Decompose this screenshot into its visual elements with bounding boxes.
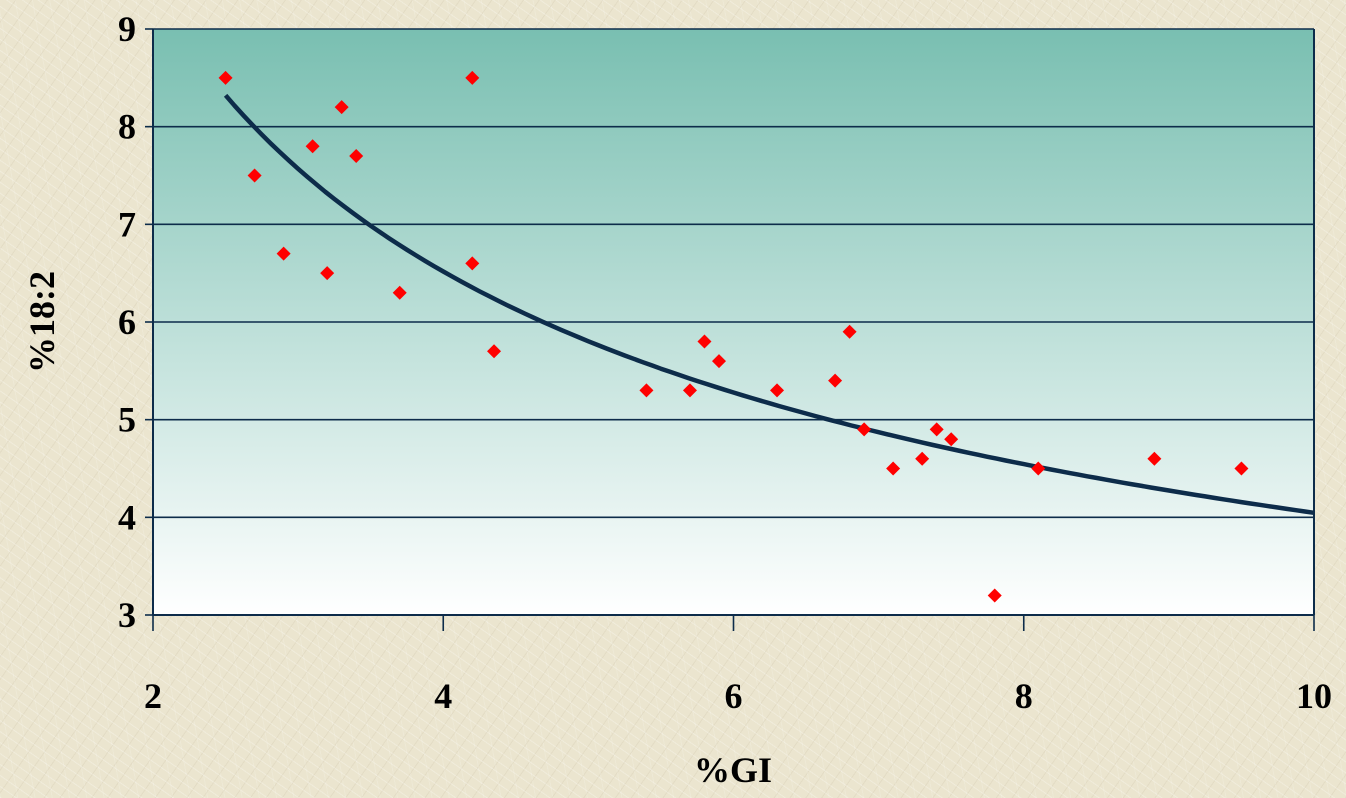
data-point [915, 451, 930, 466]
data-point [639, 383, 654, 398]
y-tick-label: 8 [118, 107, 136, 147]
data-point [857, 422, 872, 437]
y-tick-label: 5 [118, 400, 136, 440]
data-point [247, 168, 262, 183]
data-point [1234, 461, 1249, 476]
data-point [770, 383, 785, 398]
x-tick-label: 2 [144, 676, 162, 716]
data-point [682, 383, 697, 398]
data-point [828, 373, 843, 388]
data-point [929, 422, 944, 437]
data-point [487, 344, 502, 359]
y-axis-title: %18:2 [22, 271, 62, 373]
data-point [944, 432, 959, 447]
data-point [886, 461, 901, 476]
y-tick-label: 6 [118, 302, 136, 342]
y-tick-labels: 3 4 5 6 7 8 9 [118, 9, 136, 635]
data-point [465, 70, 480, 85]
x-tick-label: 10 [1296, 676, 1332, 716]
data-point [276, 246, 291, 261]
data-point [305, 139, 320, 154]
x-tick-label: 6 [725, 676, 743, 716]
data-points [218, 70, 1249, 603]
data-point [1147, 451, 1162, 466]
data-point [1031, 461, 1046, 476]
y-tick-label: 7 [118, 204, 136, 244]
x-tick-label: 8 [1015, 676, 1033, 716]
data-point [392, 285, 407, 300]
trendline [223, 93, 1315, 516]
x-axis-title: %GI [694, 750, 772, 790]
data-point [218, 70, 233, 85]
data-point [697, 334, 712, 349]
y-tick-label: 9 [118, 9, 136, 49]
trendline-group [223, 93, 1315, 516]
data-point [987, 588, 1002, 603]
data-point [320, 266, 335, 281]
x-tick-labels: 2 4 6 8 10 [144, 676, 1332, 716]
y-tick-label: 3 [118, 595, 136, 635]
data-point [334, 100, 349, 115]
data-point [465, 256, 480, 271]
x-tick-label: 4 [434, 676, 452, 716]
data-point [842, 324, 857, 339]
axes [145, 28, 1315, 631]
data-point [349, 148, 364, 163]
data-point [711, 354, 726, 369]
y-tick-label: 4 [118, 497, 136, 537]
